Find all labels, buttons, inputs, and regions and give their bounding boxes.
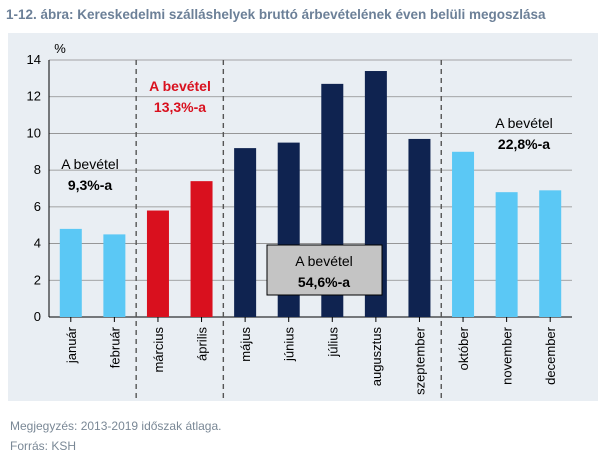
- bar-október: [452, 151, 475, 317]
- x-tick-label: március: [151, 327, 166, 373]
- y-tick-label: 12: [27, 89, 41, 104]
- group-annotation-line1: A bevétel: [295, 253, 353, 269]
- y-tick-label: 6: [34, 199, 41, 214]
- group-annotation-line1: A bevétel: [149, 78, 211, 94]
- bar-április: [190, 181, 213, 317]
- source-text: Forrás: KSH: [10, 439, 77, 453]
- y-tick-label: 2: [34, 272, 41, 287]
- bar-november: [495, 192, 518, 317]
- x-tick-label: november: [500, 326, 515, 384]
- group-annotation-line1: A bevétel: [495, 115, 553, 131]
- x-tick-label: október: [456, 326, 471, 370]
- note-text: Megjegyzés: 2013-2019 időszak átlaga.: [10, 419, 222, 433]
- y-tick-label: 10: [27, 125, 41, 140]
- y-tick-label: 4: [34, 236, 41, 251]
- group-annotation-share: 9,3%-a: [68, 177, 113, 193]
- x-tick-label: január: [64, 326, 79, 364]
- bar-december: [539, 190, 562, 317]
- x-tick-label: május: [238, 327, 253, 362]
- y-tick-label: 14: [27, 52, 41, 67]
- group-annotation-share: 54,6%-a: [298, 274, 350, 290]
- x-tick-label: február: [107, 326, 122, 368]
- x-tick-label: április: [195, 327, 210, 361]
- y-tick-label: 0: [34, 309, 41, 324]
- bar-február: [103, 234, 126, 317]
- bar-január: [59, 228, 82, 317]
- x-tick-label: december: [543, 326, 558, 384]
- x-tick-label: szeptember: [412, 326, 427, 395]
- x-tick-label: június: [282, 327, 297, 362]
- group-annotation-line1: A bevétel: [61, 156, 119, 172]
- y-axis-label: %: [54, 41, 66, 56]
- bar-szeptember: [408, 138, 431, 317]
- x-tick-label: augusztus: [369, 327, 384, 387]
- group-annotation-share: 22,8%-a: [498, 136, 550, 152]
- group-annotation-share: 13,3%-a: [154, 99, 206, 115]
- bar-május: [234, 148, 257, 317]
- chart-title: 1-12. ábra: Kereskedelmi szálláshelyek b…: [6, 7, 546, 22]
- x-tick-label: július: [325, 327, 340, 358]
- bar-március: [146, 210, 169, 317]
- y-tick-label: 8: [34, 162, 41, 177]
- annotation-box: [266, 244, 383, 296]
